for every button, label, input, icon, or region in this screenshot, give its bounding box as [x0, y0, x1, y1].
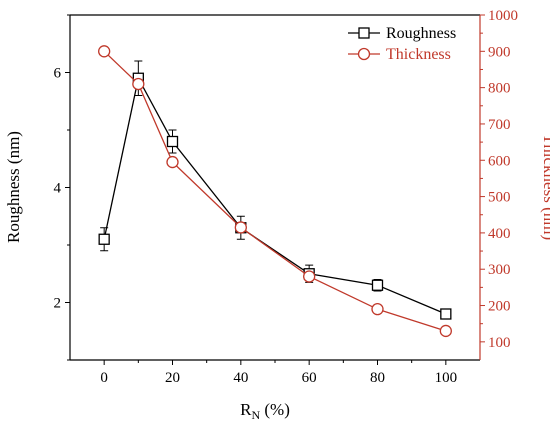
y-left-tick-label: 4	[54, 181, 62, 197]
y-right-tick-label: 700	[488, 117, 511, 133]
data-point-square	[371, 279, 384, 291]
series-roughness	[98, 60, 452, 320]
y-right-tick-label: 600	[488, 153, 511, 169]
data-point-square	[166, 135, 179, 148]
y-right-tick-label: 300	[488, 262, 511, 278]
y-right-tick-label: 900	[488, 44, 511, 60]
series-line-roughness	[103, 76, 447, 315]
y-left-tick-label: 6	[54, 66, 62, 82]
y-axis-right-label: Thickness (nm)	[540, 134, 550, 240]
data-point-circle	[303, 270, 316, 283]
x-tick-label: 0	[100, 370, 108, 386]
y-right-tick-label: 100	[488, 335, 511, 351]
x-tick-label: 100	[435, 370, 458, 386]
y-right-tick-label: 500	[488, 190, 511, 206]
legend-label: Roughness	[386, 25, 456, 42]
x-tick-label: 80	[370, 370, 385, 386]
data-point-circle	[234, 221, 247, 234]
y-right-tick-label: 400	[488, 226, 511, 242]
x-axis-label-main: R	[240, 400, 252, 419]
data-point-circle	[132, 77, 145, 91]
legend-marker-square	[358, 27, 370, 39]
legend-marker-circle	[357, 47, 371, 61]
x-axis-label: RN (%)	[240, 400, 290, 422]
data-point-circle	[166, 155, 179, 169]
legend-entry-roughness: Roughness	[348, 25, 456, 42]
y-right-tick-label: 1000	[488, 8, 518, 24]
legend: Roughness Thickness	[348, 25, 456, 63]
series-thickness	[98, 45, 452, 338]
x-axis-label-sub: N	[251, 408, 260, 422]
y-left-tick-label: 2	[54, 296, 62, 312]
y-right-tick-label: 200	[488, 299, 511, 315]
data-point-circle	[371, 303, 384, 316]
plot-frame	[69, 14, 481, 361]
x-tick-label: 20	[165, 370, 180, 386]
x-tick-label: 40	[233, 370, 248, 386]
data-point-square	[98, 233, 110, 245]
legend-label: Thickness	[386, 46, 451, 63]
y-right-tick-label: 800	[488, 81, 511, 97]
x-tick-label: 60	[302, 370, 317, 386]
series-line-thickness	[103, 50, 447, 332]
legend-entry-thickness: Thickness	[348, 46, 451, 63]
x-axis-label-tail: (%)	[260, 400, 290, 419]
series-layer	[98, 45, 452, 338]
data-point-circle	[439, 324, 452, 338]
y-axis-left-label: Roughness (nm)	[4, 131, 23, 243]
data-point-square	[440, 308, 452, 320]
data-point-circle	[98, 45, 111, 58]
axis-ticks: 0 20 40 60 80 100 2 4 6 100 200 300 400 500 600 700 800 9…	[54, 8, 519, 386]
